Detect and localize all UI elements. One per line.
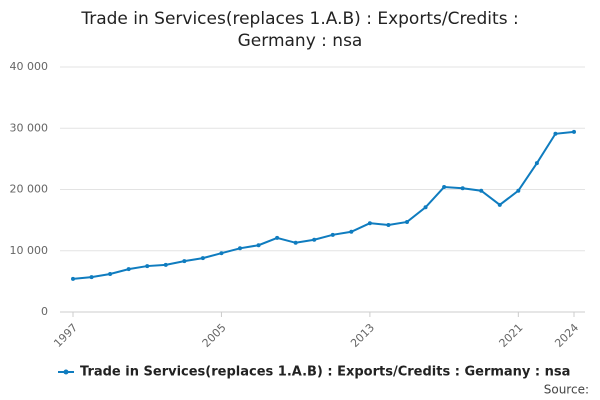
y-tick-label: 20 000 — [10, 183, 49, 196]
point — [238, 246, 242, 251]
x-tick-label: 2021 — [497, 321, 526, 350]
x-tick-label: 1997 — [51, 321, 80, 350]
point — [572, 129, 576, 134]
point — [275, 235, 280, 240]
point — [330, 232, 335, 237]
legend-label: Trade in Services(replaces 1.A.B) : Expo… — [80, 365, 570, 380]
point — [108, 272, 113, 277]
point — [293, 240, 298, 245]
legend-marker — [63, 369, 69, 375]
point — [89, 275, 94, 280]
x-tick-label: 2013 — [348, 321, 377, 350]
point — [497, 202, 502, 207]
point — [200, 256, 205, 261]
point — [460, 186, 465, 191]
point — [182, 259, 187, 264]
y-tick-label: 0 — [41, 305, 48, 318]
point — [349, 229, 354, 234]
point — [126, 267, 131, 272]
chart-title: Trade in Services(replaces 1.A.B) : Expo… — [81, 9, 519, 51]
point — [219, 251, 224, 256]
point — [386, 223, 391, 228]
point — [312, 237, 317, 242]
point — [256, 243, 261, 248]
point — [423, 205, 428, 210]
point — [534, 161, 539, 166]
y-tick-label: 10 000 — [10, 244, 49, 257]
point — [367, 221, 372, 226]
point — [163, 262, 168, 267]
source: Source: — [544, 383, 589, 397]
point — [479, 188, 484, 193]
point — [145, 264, 150, 269]
y-tick-label: 40 000 — [10, 60, 49, 73]
x-tick-label: 2005 — [200, 321, 229, 350]
point — [405, 219, 409, 224]
point — [516, 188, 521, 193]
point — [71, 276, 75, 281]
line — [72, 130, 575, 280]
point — [442, 185, 447, 190]
y-tick-label: 30 000 — [10, 121, 49, 134]
x-tick-label: 2024 — [552, 321, 581, 350]
point — [553, 131, 558, 136]
